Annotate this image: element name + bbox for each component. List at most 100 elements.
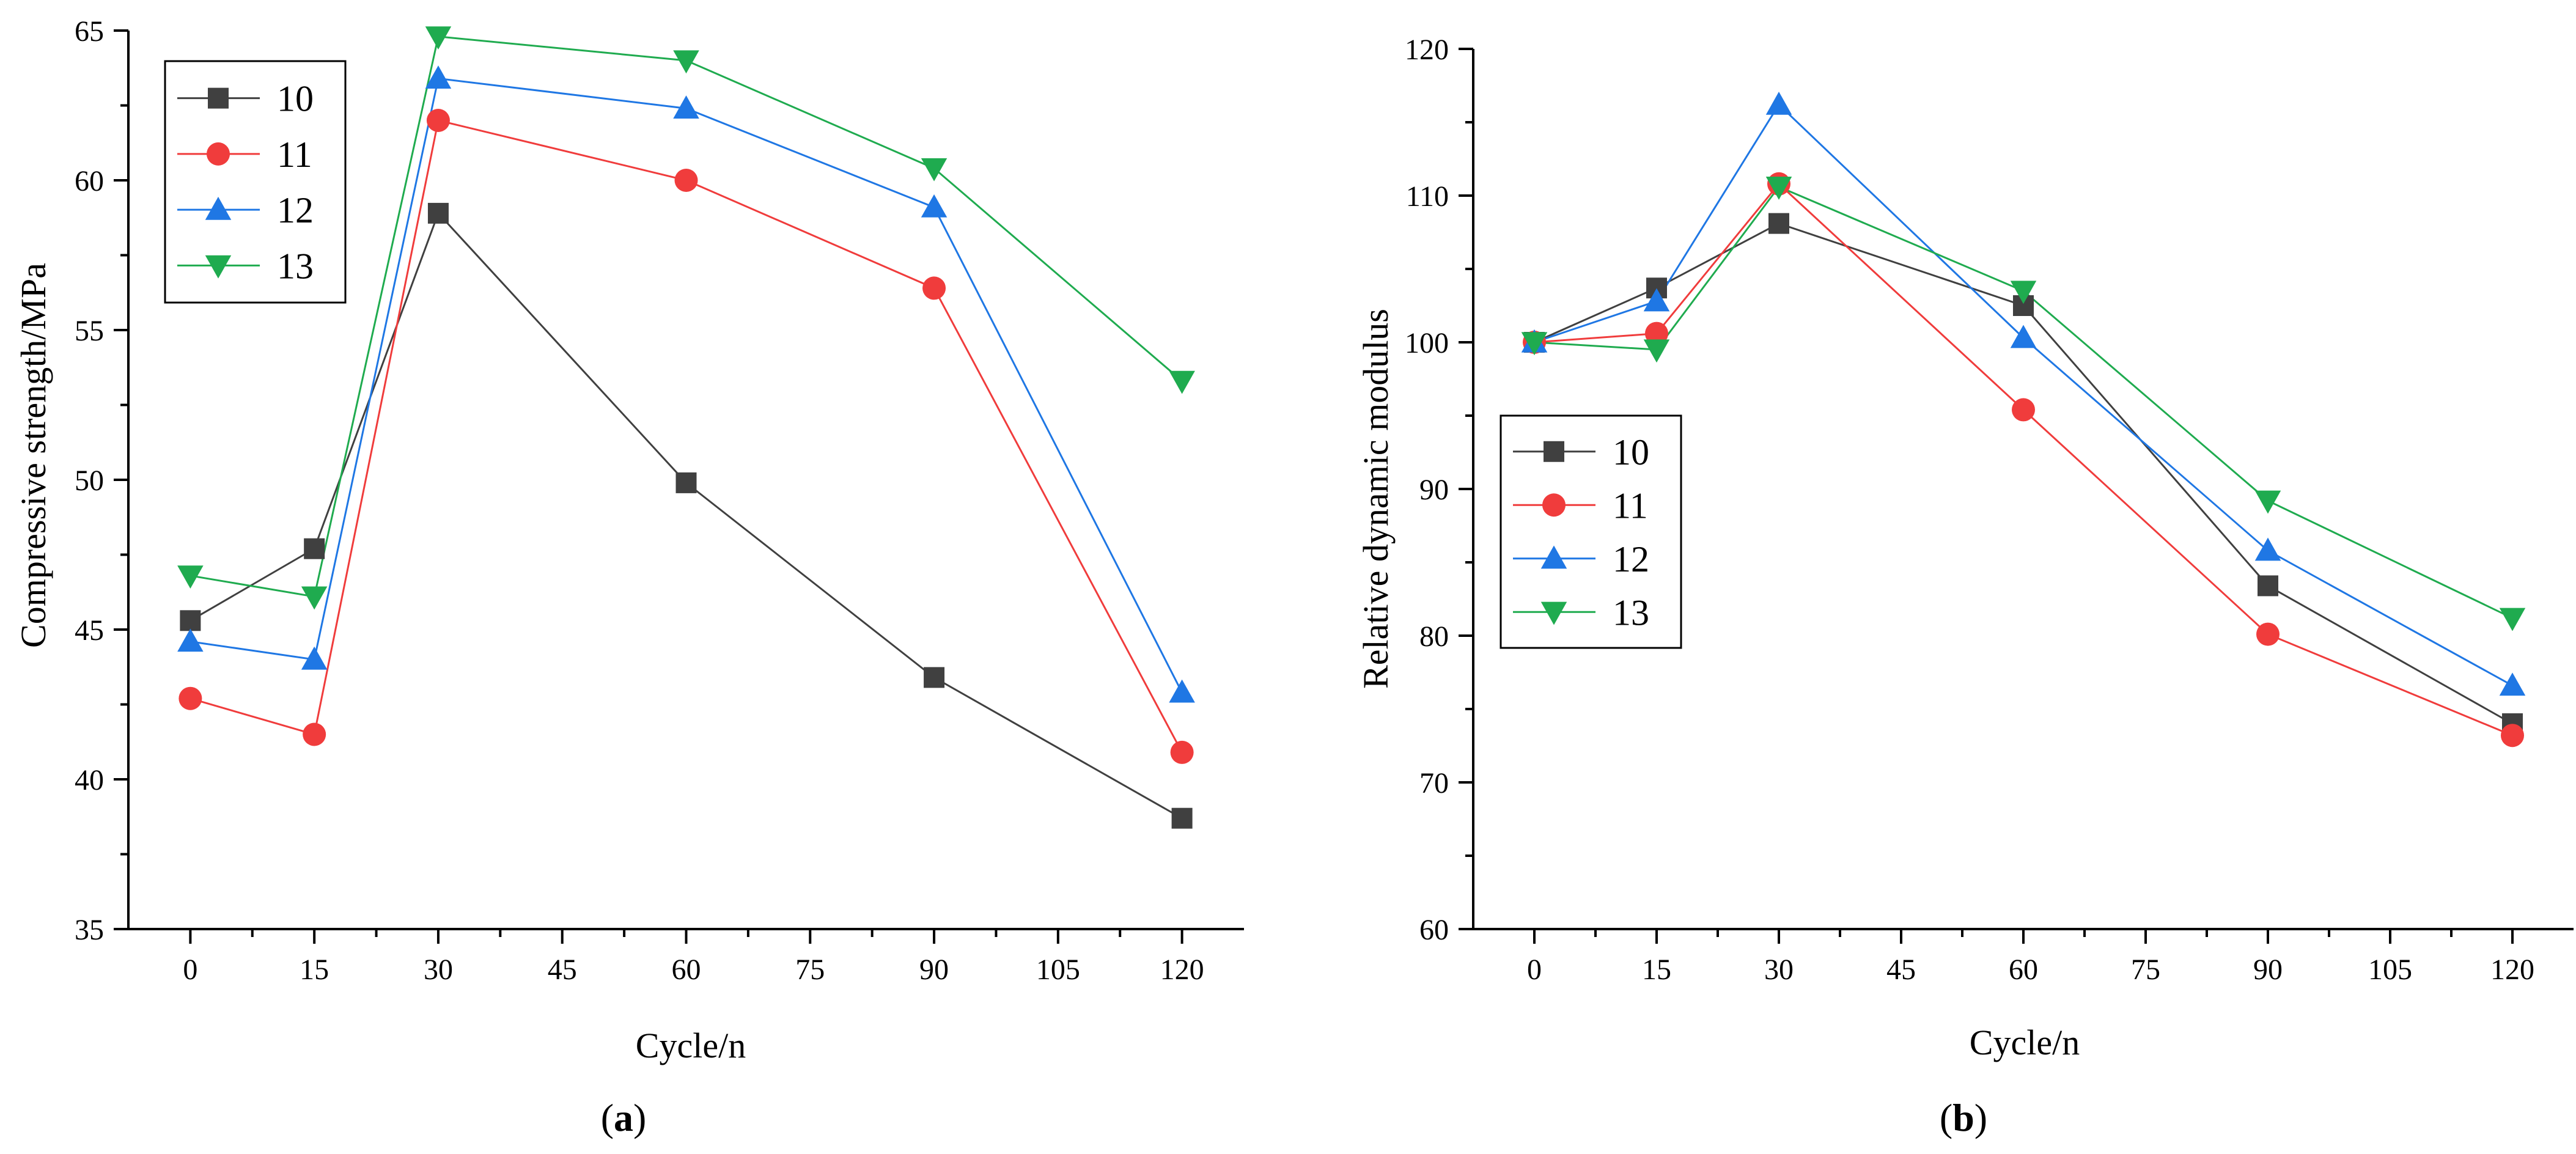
panel-a-series-12-point — [425, 65, 452, 89]
panel-b-x-tick-label: 120 — [2490, 954, 2534, 986]
panel-b-series-13-point — [1521, 332, 1548, 356]
panel-a-series-10-point — [304, 538, 325, 559]
panel-a-series-11-line — [190, 119, 1183, 753]
panel-a-series-11-point — [303, 722, 326, 746]
panel-b-x-tick-label: 30 — [1764, 954, 1794, 986]
panel-b-series-10-point — [1768, 213, 1789, 234]
panel-b-series-11-point — [2501, 724, 2524, 748]
panel-b-series-12-line — [1534, 103, 2513, 686]
panel-b-legend-label-13: 13 — [1613, 592, 1649, 633]
panel-a-y-tick-label: 65 — [75, 15, 104, 48]
panel-a-legend-label-12: 12 — [277, 190, 314, 230]
panel-b-series-12-point — [2010, 325, 2037, 348]
panel-a-legend — [164, 60, 347, 304]
panel-b-x-tick-label: 75 — [2131, 954, 2160, 986]
panel-a-x-tick-label: 75 — [795, 954, 825, 986]
panel-b-series-13-point — [1765, 177, 1792, 200]
panel-b-y-tick-label: 110 — [1406, 180, 1449, 213]
panel-a-x-tick-label: 120 — [1160, 954, 1204, 986]
panel-a-x-tick-label: 60 — [672, 954, 701, 986]
panel-a-x-tick-label: 90 — [919, 954, 949, 986]
panel-b-series-11-point — [1645, 322, 1668, 345]
panel-a-label-close: ) — [633, 1096, 646, 1139]
panel-a-series-12-point — [177, 628, 204, 652]
panel-a-legend-marker-11 — [207, 142, 230, 166]
panel-a-legend-label-13: 13 — [277, 246, 314, 286]
panel-b-legend-marker-11 — [1542, 493, 1566, 517]
panel-a-x-tick-label: 30 — [424, 954, 453, 986]
panel-b-y-tick-label: 120 — [1405, 34, 1449, 66]
panel-a-series-13-point — [425, 26, 452, 50]
panel-b-y-tick-label: 70 — [1419, 767, 1449, 799]
panel-a-series-10-line — [190, 211, 1183, 820]
panel-b-y-axis-label: Relative dynamic modulus — [1356, 309, 1396, 689]
panel-b-x-tick-label: 90 — [2253, 954, 2283, 986]
panel-a-series-12-point — [921, 194, 948, 218]
panel-a-series-11-point — [178, 686, 202, 710]
panel-b-x-tick-label: 45 — [1886, 954, 1916, 986]
panel-a-label-open: ( — [601, 1096, 614, 1139]
panel-a-y-tick-label: 50 — [75, 465, 104, 497]
panel-a-label: (a) — [601, 1096, 647, 1139]
panel-b-label-close: ) — [1974, 1096, 1987, 1139]
panel-a-series-10-point — [924, 667, 945, 688]
panel-b-x-tick-label: 105 — [2368, 954, 2412, 986]
panel-b-chart: Relative dynamic modulus Cycle/n (b) 0 15… — [1356, 34, 2574, 1139]
panel-a-series-12-line — [190, 77, 1183, 693]
panel-a-y-tick-label: 35 — [75, 914, 104, 946]
panel-b-series-12-point — [2499, 672, 2526, 696]
panel-b-x-tick-label: 60 — [2009, 954, 2038, 986]
panel-b-series-12-point — [1643, 288, 1670, 312]
panel-a-y-axis-label: Compressive strength/MPa — [13, 263, 53, 648]
panel-b-series-13-line — [1534, 185, 2513, 619]
panel-b-x-tick-label: 15 — [1642, 954, 1671, 986]
panel-a-legend-label-10: 10 — [277, 79, 314, 119]
panel-a-series-11-point — [674, 169, 698, 192]
panel-a-series-11-point — [426, 109, 450, 132]
panel-a-y-tick-label: 40 — [75, 764, 104, 796]
panel-a-series-12-point — [301, 646, 328, 670]
panel-a-legend-label-11: 11 — [277, 134, 312, 175]
panel-b-legend-label-12: 12 — [1613, 539, 1649, 579]
panel-a-legend-marker-13 — [205, 255, 232, 279]
panel-b-series-11-point — [2012, 398, 2035, 422]
panel-b-legend-label-11: 11 — [1613, 485, 1648, 526]
panel-b-x-tick-label: 0 — [1527, 954, 1542, 986]
panel-b-legend — [1500, 414, 1682, 649]
panel-a-x-tick-label: 105 — [1036, 954, 1080, 986]
panel-b-y-tick-label: 100 — [1405, 327, 1449, 359]
panel-a-series-10-point — [675, 472, 697, 493]
panel-b-series-11-point — [2256, 622, 2280, 646]
panel-b-series-12-point — [2254, 537, 2281, 561]
panel-b-legend-marker-12 — [1540, 545, 1567, 569]
panel-a-x-tick-label: 0 — [183, 954, 197, 986]
panel-a-series-10-point — [180, 610, 201, 631]
panel-a-series-13-point — [301, 586, 328, 610]
panel-a-series-13-point — [673, 50, 699, 74]
panel-b-y-tick-label: 60 — [1419, 914, 1449, 946]
panel-a-x-tick-label: 15 — [300, 954, 329, 986]
panel-a-series-13-point — [1169, 370, 1195, 394]
panel-a-y-tick-label: 55 — [75, 315, 104, 347]
panel-a-x-tick-label: 45 — [548, 954, 577, 986]
panel-b-series-13-point — [2010, 281, 2037, 304]
panel-a-series-13-point — [177, 565, 204, 589]
panel-b-label-open: ( — [1940, 1096, 1952, 1139]
panel-a-chart: Compressive strength/MPa Cycle/n (a) 0 15… — [13, 15, 1244, 1139]
panel-a-series-12-point — [1169, 679, 1195, 703]
panel-a-x-axis-label: Cycle/n — [636, 1026, 746, 1065]
panel-a-series-11-point — [922, 276, 946, 300]
panel-b-series-13-point — [1643, 339, 1670, 363]
panel-b-y-tick-label: 80 — [1419, 620, 1449, 653]
panel-b-series-10-point — [2258, 575, 2278, 597]
panel-a-label-letter: a — [614, 1096, 633, 1139]
panel-b-label: (b) — [1940, 1096, 1987, 1139]
panel-b-series-13-point — [2499, 608, 2526, 631]
panel-b-series-12-point — [1765, 91, 1792, 115]
panel-b-y-tick-label: 90 — [1419, 474, 1449, 506]
panel-b-legend-marker-13 — [1540, 601, 1567, 625]
panel-a-series-13-line — [190, 35, 1183, 598]
panel-b-legend-label-10: 10 — [1613, 432, 1649, 472]
panel-a-series-10-point — [427, 202, 449, 224]
